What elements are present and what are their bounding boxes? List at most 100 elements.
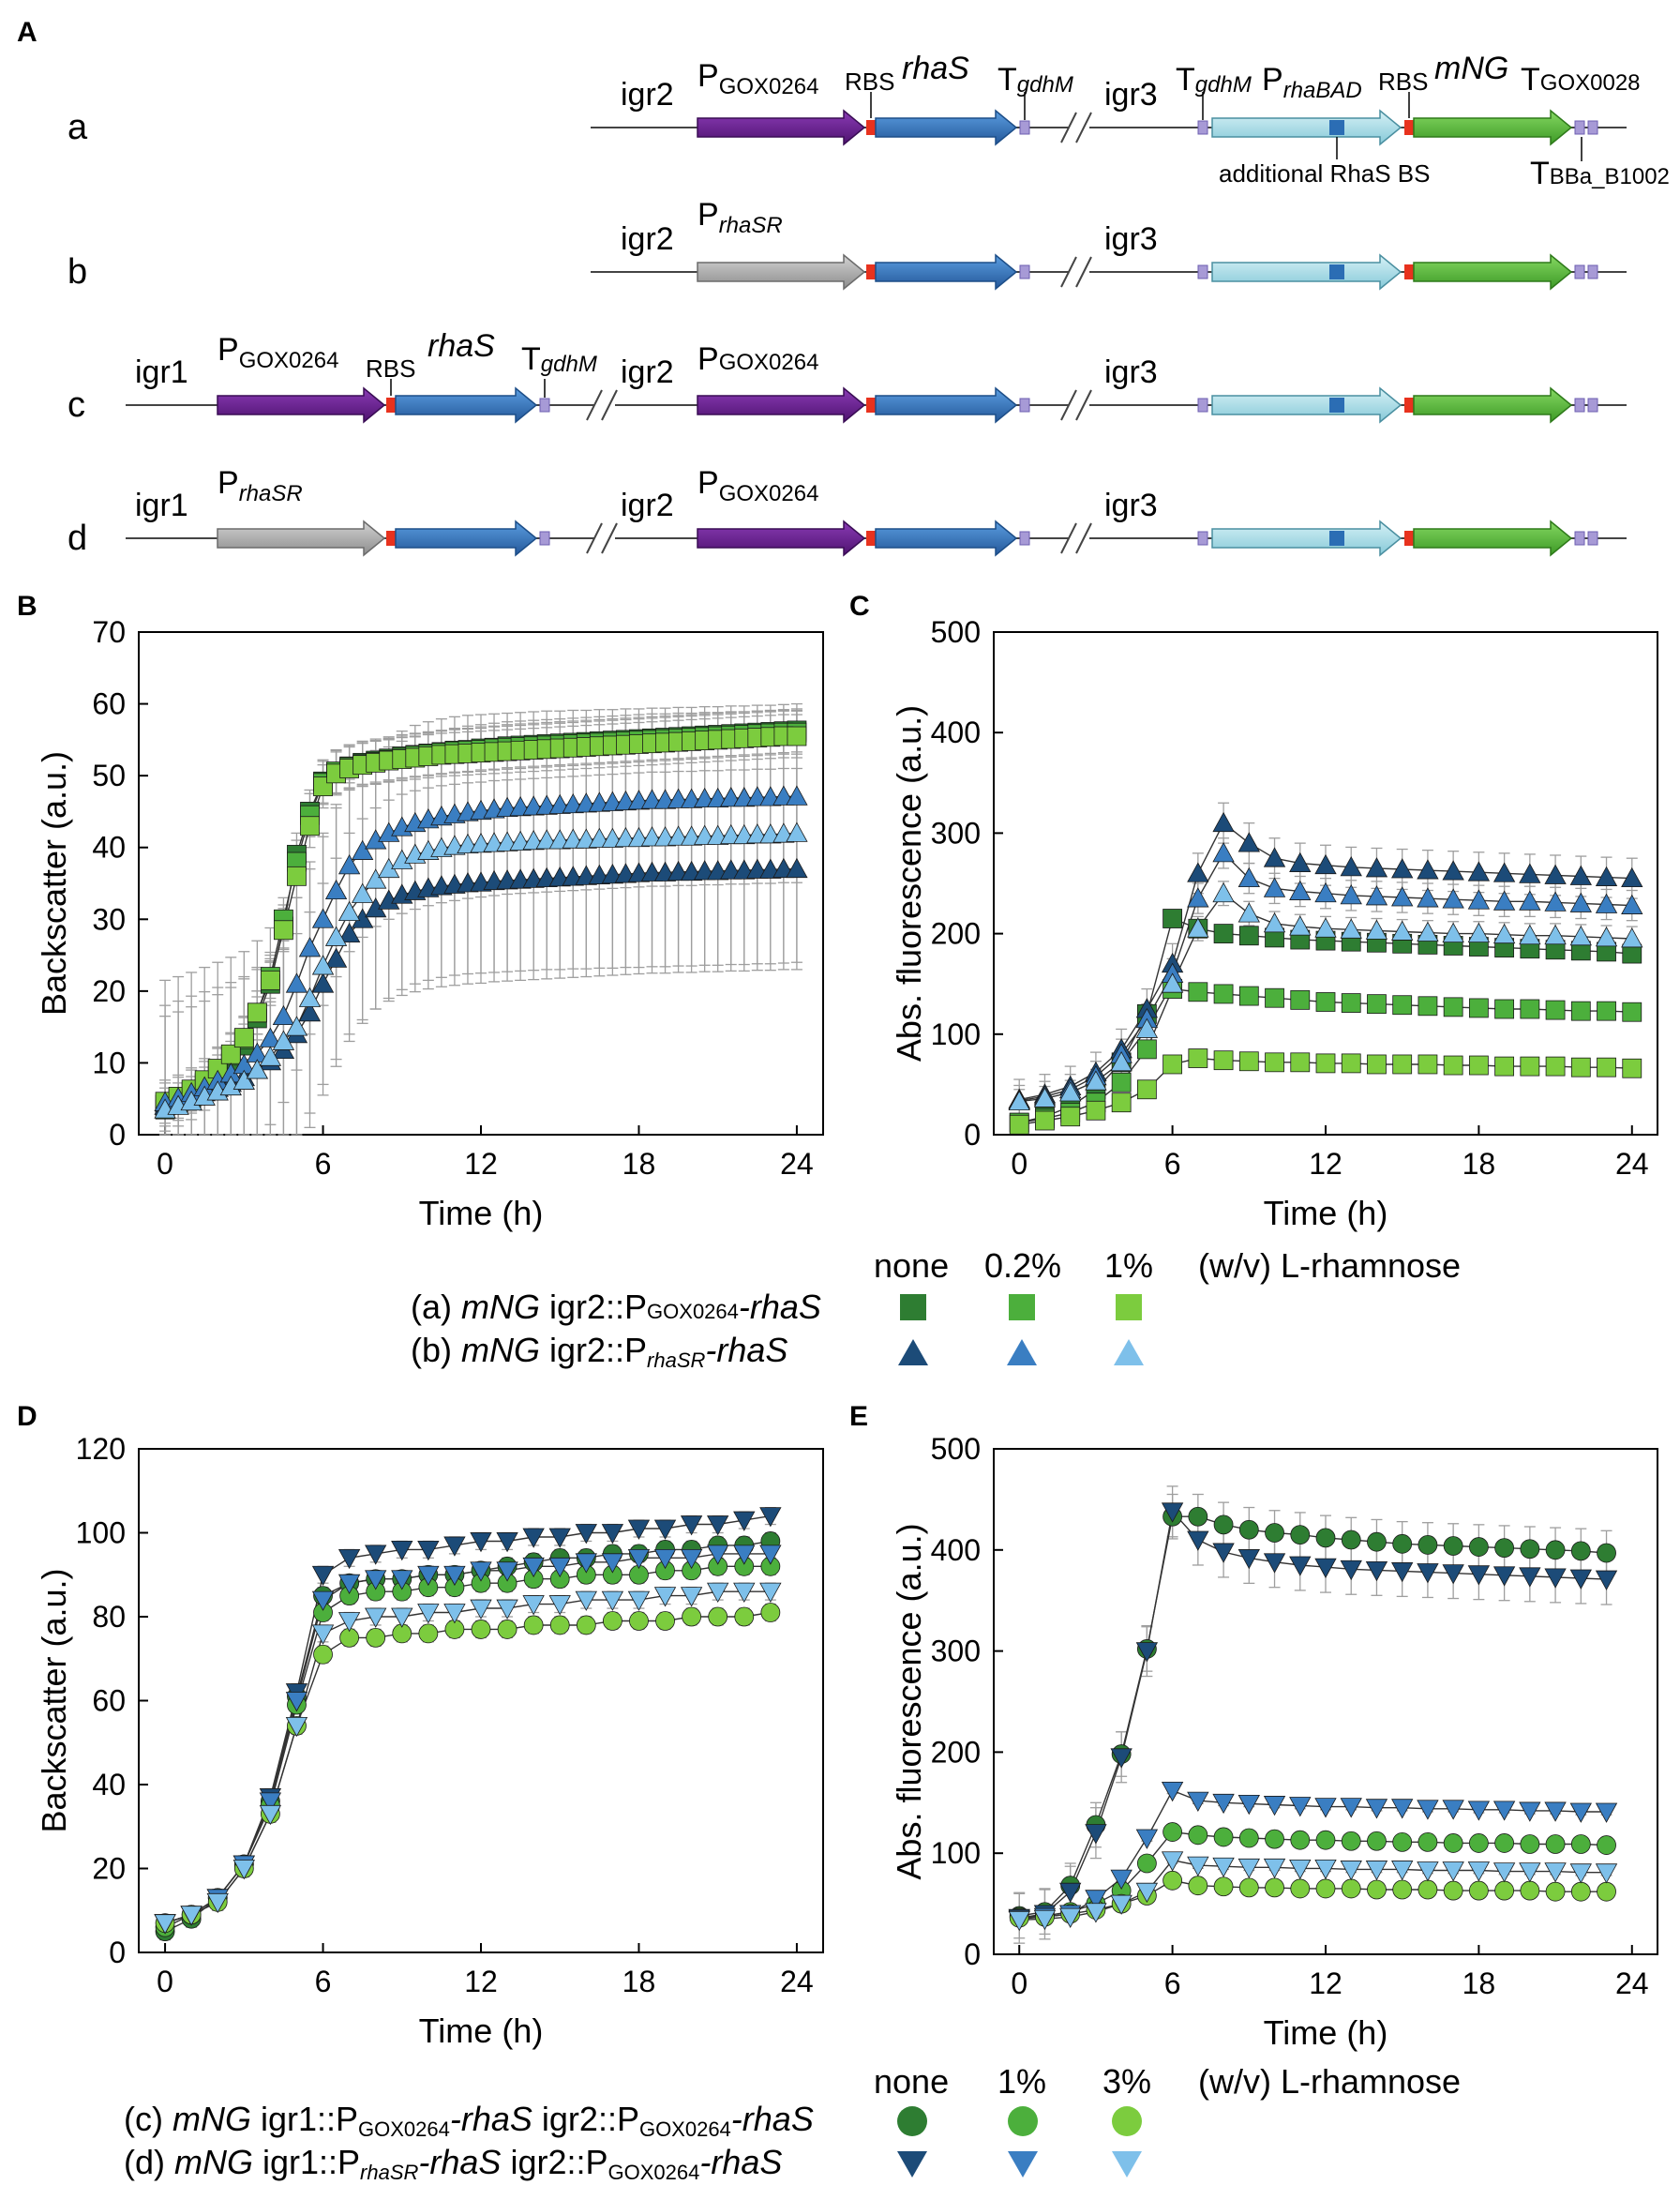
data-point-circle xyxy=(549,1615,570,1635)
terminator-box xyxy=(1587,531,1598,546)
terminator-box xyxy=(1587,264,1598,279)
data-point-circle xyxy=(708,1606,728,1627)
legend-row-a: (a) mNG igr2::PGOX0264-rhaS xyxy=(411,1288,821,1326)
data-point-triangle-down xyxy=(1417,1861,1439,1882)
x-axis-title: Time (h) xyxy=(1264,2013,1388,2052)
x-tick-label: 12 xyxy=(464,1147,498,1181)
data-point-triangle xyxy=(786,785,808,806)
label-tgdhm: TgdhM xyxy=(1176,62,1252,98)
label-prhasr: PrhaSR xyxy=(698,197,783,238)
terminator-box xyxy=(1574,120,1585,135)
x-axis-title: Time (h) xyxy=(419,2012,544,2050)
series-line xyxy=(164,1611,771,1924)
data-point-circle xyxy=(576,1615,596,1635)
data-point-triangle-down xyxy=(1417,1800,1439,1820)
label-tbba: TBBa_B1002 xyxy=(1530,156,1670,191)
data-point-triangle-down xyxy=(522,1528,545,1548)
data-point-triangle xyxy=(1212,842,1235,863)
break-mark xyxy=(1060,112,1092,143)
data-point-triangle-down xyxy=(1340,1861,1362,1881)
data-point-triangle xyxy=(1569,892,1592,912)
data-point-triangle-down xyxy=(417,1541,440,1561)
rbs-box xyxy=(386,531,396,546)
y-axis-title: Abs. fluorescence (a.u.) xyxy=(890,1523,928,1879)
data-point-triangle-down xyxy=(1492,1801,1516,1821)
data-point-circle xyxy=(1341,1529,1361,1550)
series-markers xyxy=(1009,1870,1616,1928)
label-rbs: RBS xyxy=(1378,68,1428,96)
data-point-triangle xyxy=(1365,919,1388,940)
data-point-triangle-down xyxy=(232,1860,255,1880)
promoter-arrow-prhasr xyxy=(697,253,866,291)
data-point-triangle-down xyxy=(1187,1856,1209,1876)
panel-letter-e: E xyxy=(849,1401,868,1432)
label-tgdhm: TgdhM xyxy=(521,341,597,377)
terminator-box xyxy=(1197,120,1208,135)
data-point-triangle xyxy=(1059,1081,1082,1102)
data-point-triangle-down xyxy=(1187,1791,1209,1812)
data-point-triangle xyxy=(1492,923,1516,944)
data-point-circle xyxy=(1392,1831,1413,1852)
data-point-triangle xyxy=(1595,893,1618,913)
data-point-square xyxy=(1468,998,1489,1018)
data-point-triangle-down xyxy=(470,1561,492,1582)
data-point-triangle xyxy=(1519,863,1541,883)
data-point-circle xyxy=(760,1603,781,1622)
data-point-circle xyxy=(366,1627,386,1648)
data-point-circle xyxy=(1238,1877,1259,1898)
data-point-square xyxy=(1238,1051,1259,1072)
row-letter: a xyxy=(68,108,88,147)
data-point-triangle-down xyxy=(1544,1568,1567,1589)
data-point-square xyxy=(1162,1054,1183,1075)
data-point-triangle xyxy=(1595,927,1618,947)
label-igr1: igr1 xyxy=(135,354,188,390)
data-point-triangle-down xyxy=(1391,1799,1414,1819)
gene-arrow-rhas xyxy=(875,109,1018,146)
data-point-triangle xyxy=(1544,864,1567,884)
y-tick-label: 70 xyxy=(92,615,126,649)
x-tick-label: 0 xyxy=(157,1965,173,1998)
data-point-triangle-down xyxy=(496,1561,518,1582)
x-tick-label: 18 xyxy=(1462,1966,1496,2000)
data-point-triangle-down xyxy=(653,1548,677,1570)
rhas-binding-site xyxy=(1329,398,1344,413)
data-point-triangle-down xyxy=(443,1604,466,1624)
data-point-circle xyxy=(1367,1531,1387,1552)
label-rhas: rhaS xyxy=(428,328,495,364)
y-axis-title: Backscatter (a.u.) xyxy=(35,751,73,1016)
data-point-circle xyxy=(1315,1830,1336,1850)
label-mng: mNG xyxy=(1434,51,1508,86)
data-point-square xyxy=(1238,986,1259,1006)
series-markers xyxy=(1008,1851,1618,1932)
panel-letter-c: C xyxy=(849,591,870,622)
data-point-triangle xyxy=(1391,886,1414,907)
data-point-triangle-down xyxy=(285,1716,308,1738)
data-point-triangle xyxy=(1340,856,1362,877)
y-tick-label: 200 xyxy=(931,917,981,951)
break-mark xyxy=(1060,522,1092,554)
y-tick-label: 40 xyxy=(92,831,126,865)
data-point-triangle-down xyxy=(575,1553,597,1574)
data-point-triangle-down xyxy=(1365,1861,1388,1881)
data-point-triangle-down xyxy=(311,1565,335,1587)
data-point-triangle xyxy=(272,1004,295,1026)
data-point-triangle-down xyxy=(1212,1793,1235,1815)
row-letter: c xyxy=(68,385,85,425)
data-point-triangle-down xyxy=(733,1545,756,1565)
legend-marker-square xyxy=(900,1294,926,1320)
terminator-box xyxy=(1574,264,1585,279)
gene-arrow-mng xyxy=(1413,386,1573,424)
data-point-triangle-down xyxy=(180,1906,202,1926)
data-point-triangle-down xyxy=(1033,1909,1057,1931)
promoter-arrow-prhabad xyxy=(1211,386,1402,424)
data-point-square xyxy=(1597,1057,1616,1077)
data-point-circle xyxy=(1418,1535,1438,1555)
gene-arrow-rhas xyxy=(875,520,1018,557)
data-point-square xyxy=(1136,1039,1157,1060)
data-point-triangle xyxy=(1442,888,1464,909)
y-tick-label: 300 xyxy=(931,1635,981,1668)
x-tick-label: 6 xyxy=(1164,1147,1181,1181)
series-line xyxy=(164,1553,771,1924)
x-tick-label: 12 xyxy=(1309,1147,1342,1181)
data-point-triangle-down xyxy=(522,1595,545,1616)
